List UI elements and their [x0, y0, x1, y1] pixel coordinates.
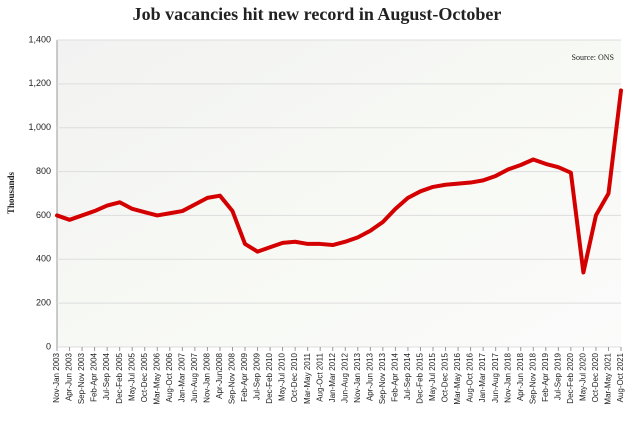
y-tick-label: 0 — [46, 341, 51, 351]
source: Source: ONS — [572, 53, 614, 62]
x-tick-label: Oct-Dec 2010 — [290, 352, 299, 402]
x-tick-label: Oct-Dec 2020 — [591, 352, 600, 402]
x-tick-label: May-Jul 2005 — [127, 352, 136, 401]
x-tick-label: Jul-Sep 2009 — [253, 352, 262, 400]
x-tick-label: Dec-Feb 2010 — [265, 352, 274, 403]
x-tick-label: Jan-Mar 2007 — [177, 352, 186, 402]
x-tick-label: Jul-Sep 2014 — [403, 352, 412, 400]
x-tick-label: Dec-Feb 2005 — [115, 352, 124, 403]
x-tick-label: Nov-Jan 2008 — [203, 352, 212, 402]
x-tick-label: Aug-Oct 2011 — [315, 352, 324, 401]
y-tick-label: 200 — [36, 298, 51, 308]
x-tick-label: Apr-Jun2008 — [215, 352, 224, 398]
x-tick-label: Mar-May 2011 — [303, 352, 312, 404]
x-tick-label: Aug-Oct 2006 — [165, 352, 174, 402]
x-tick-label: Dec-Feb 2015 — [416, 352, 425, 403]
x-tick-label: Mar-May 2021 — [604, 352, 613, 404]
x-tick-label: Mar-May 2016 — [453, 352, 462, 404]
x-tick-label: Nov-Jan 2018 — [503, 352, 512, 402]
chart-title: Job vacancies hit new record in August-O… — [133, 4, 502, 24]
x-tick-label: Jul-Sep 2019 — [553, 352, 562, 400]
y-tick-label: 1,200 — [28, 78, 51, 88]
x-tick-label: Sep-Nov 2018 — [528, 352, 537, 404]
x-tick-label: Jun-Aug 2017 — [491, 352, 500, 402]
x-tick-label: Feb-Apr 2014 — [391, 352, 400, 401]
x-tick-label: Feb-Apr 2009 — [240, 352, 249, 401]
x-tick-label: Jun-Aug 2007 — [190, 352, 199, 402]
x-tick-label: Apr-Jun 2003 — [65, 352, 74, 401]
x-tick-label: May-Jul 2020 — [579, 352, 588, 401]
x-tick-label: Aug-Oct 2016 — [466, 352, 475, 402]
y-tick-label: 600 — [36, 210, 51, 220]
x-tick-label: Jan-Mar 2017 — [478, 352, 487, 402]
x-tick-label: Mar-May 2006 — [152, 352, 161, 404]
x-tick-label: Oct-Dec 2015 — [441, 352, 450, 402]
y-axis-label: Thousands — [6, 171, 16, 214]
y-tick-label: 1,400 — [28, 34, 51, 44]
y-tick-label: 400 — [36, 254, 51, 264]
x-tick-label: Sep-Nov 2013 — [378, 352, 387, 404]
x-tick-label: Nov-Jan 2013 — [353, 352, 362, 402]
x-tick-label: Jun-Aug 2012 — [340, 352, 349, 402]
x-tick-label: May-Jul 2010 — [278, 352, 287, 401]
x-tick-label: Sep-Nov 2008 — [228, 352, 237, 404]
x-tick-label: May-Jul 2015 — [428, 352, 437, 401]
x-tick-label: Sep-Nov 2003 — [77, 352, 86, 404]
plot-background — [57, 40, 621, 347]
x-tick-label: Dec-Feb 2020 — [566, 352, 575, 403]
x-tick-label: Feb-Apr 2019 — [541, 352, 550, 401]
x-tick-label: Jul-Sep 2004 — [102, 352, 111, 400]
x-tick-label: Feb-Apr 2004 — [90, 352, 99, 401]
line — [55, 88, 623, 275]
x-tick-label: Apr-Jun 2013 — [365, 352, 374, 401]
x-tick-label: Jan-Mar 2012 — [328, 352, 337, 402]
x-tick-label: Aug-Oct 2021 — [616, 352, 625, 402]
x-tick-label: Nov-Jan 2003 — [52, 352, 61, 402]
x-tick-label: Oct-Dec 2005 — [140, 352, 149, 402]
y-tick-label: 800 — [36, 166, 51, 176]
y-tick-label: 1,000 — [28, 122, 51, 132]
x-tick-label: Apr-Jun 2018 — [516, 352, 525, 401]
